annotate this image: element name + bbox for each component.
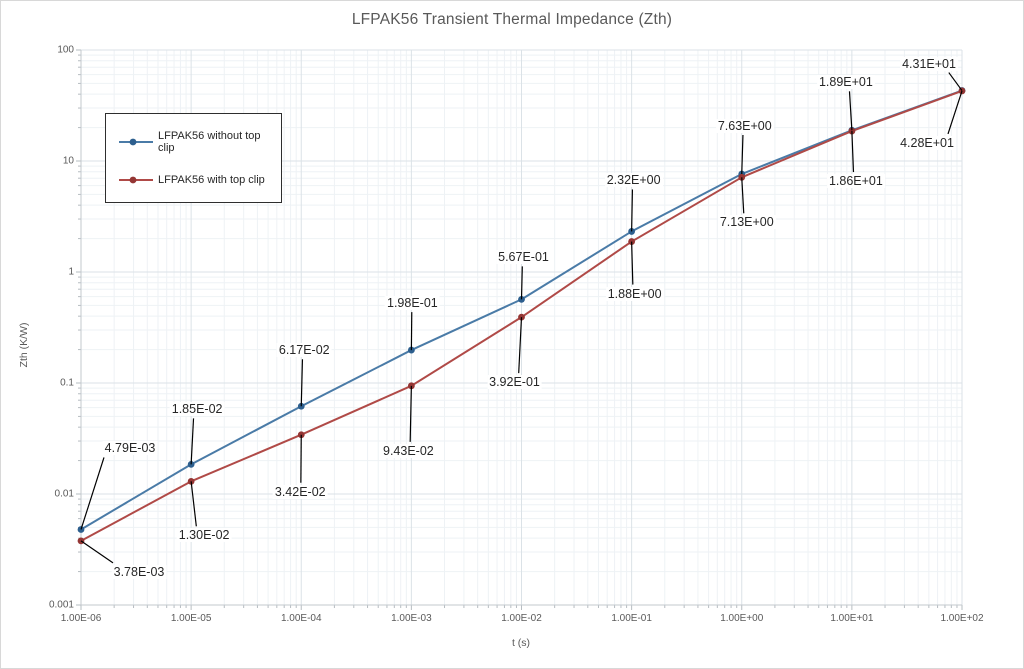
chart-title: LFPAK56 Transient Thermal Impedance (Zth…: [351, 11, 673, 28]
x-axis-title: t (s): [511, 637, 531, 649]
legend: LFPAK56 without top clip LFPAK56 with to…: [105, 113, 282, 203]
legend-line-marker-icon: [119, 138, 153, 146]
y-axis-title: Zth (K/W): [18, 322, 30, 368]
legend-item-with-top-clip: LFPAK56 with top clip: [119, 174, 277, 186]
legend-item-without-top-clip: LFPAK56 without top clip: [119, 130, 277, 154]
legend-line-marker-icon: [119, 176, 153, 184]
legend-label-without-top-clip: LFPAK56 without top clip: [158, 130, 261, 154]
legend-label-with-top-clip: LFPAK56 with top clip: [158, 174, 265, 186]
